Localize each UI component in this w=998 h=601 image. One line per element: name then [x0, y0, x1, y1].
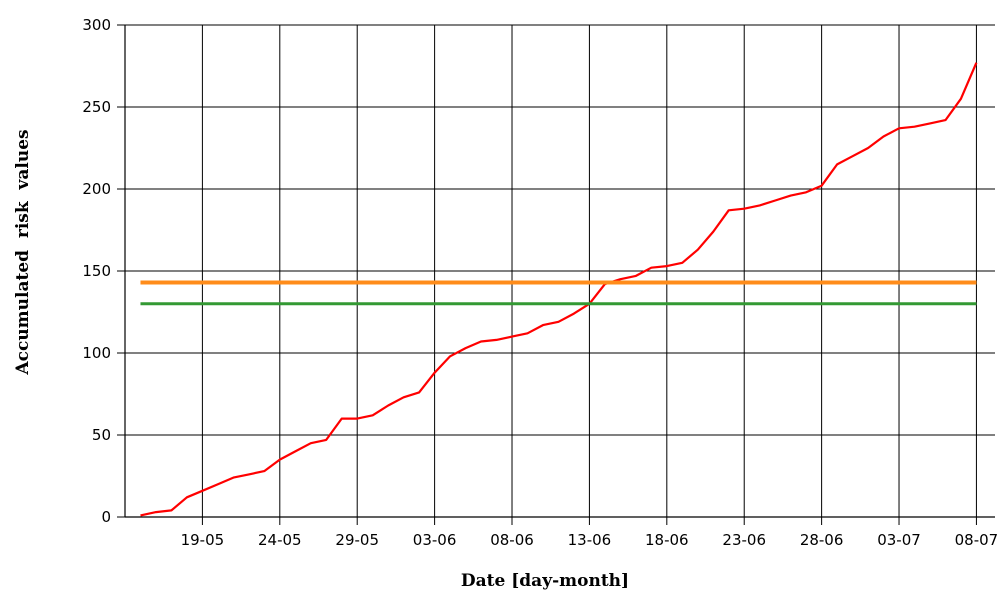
series-lines: [140, 62, 978, 517]
x-tick-label: 19-05: [181, 531, 225, 549]
y-axis-title: Accumulated risk values: [13, 129, 33, 375]
x-tick-label: 29-05: [335, 531, 379, 549]
y-tick-label: 50: [92, 426, 111, 444]
x-tick-label: 08-06: [490, 531, 534, 549]
y-tick-label: 0: [101, 508, 111, 526]
y-tick-label: 300: [82, 16, 111, 34]
x-tick-label: 23-06: [722, 531, 766, 549]
grid-lines: [125, 24, 995, 517]
axes: [117, 24, 995, 525]
x-tick-label: 24-05: [258, 531, 302, 549]
tick-labels: 0 50 100 150 200 250 300 19-05 24-05 29-05 03-06 08…: [82, 16, 998, 549]
y-tick-label: 150: [82, 262, 111, 280]
x-tick-label: 03-07: [877, 531, 921, 549]
accumulated-risk-line: [140, 62, 978, 517]
x-axis-title: Date [day-month]: [461, 571, 629, 591]
x-tick-label: 03-06: [413, 531, 457, 549]
x-tick-label: 18-06: [645, 531, 689, 549]
y-tick-label: 100: [82, 344, 111, 362]
x-tick-label: 08-07: [955, 531, 998, 549]
x-tick-label: 28-06: [800, 531, 844, 549]
y-tick-label: 200: [82, 180, 111, 198]
y-tick-label: 250: [82, 98, 111, 116]
x-tick-label: 13-06: [568, 531, 612, 549]
